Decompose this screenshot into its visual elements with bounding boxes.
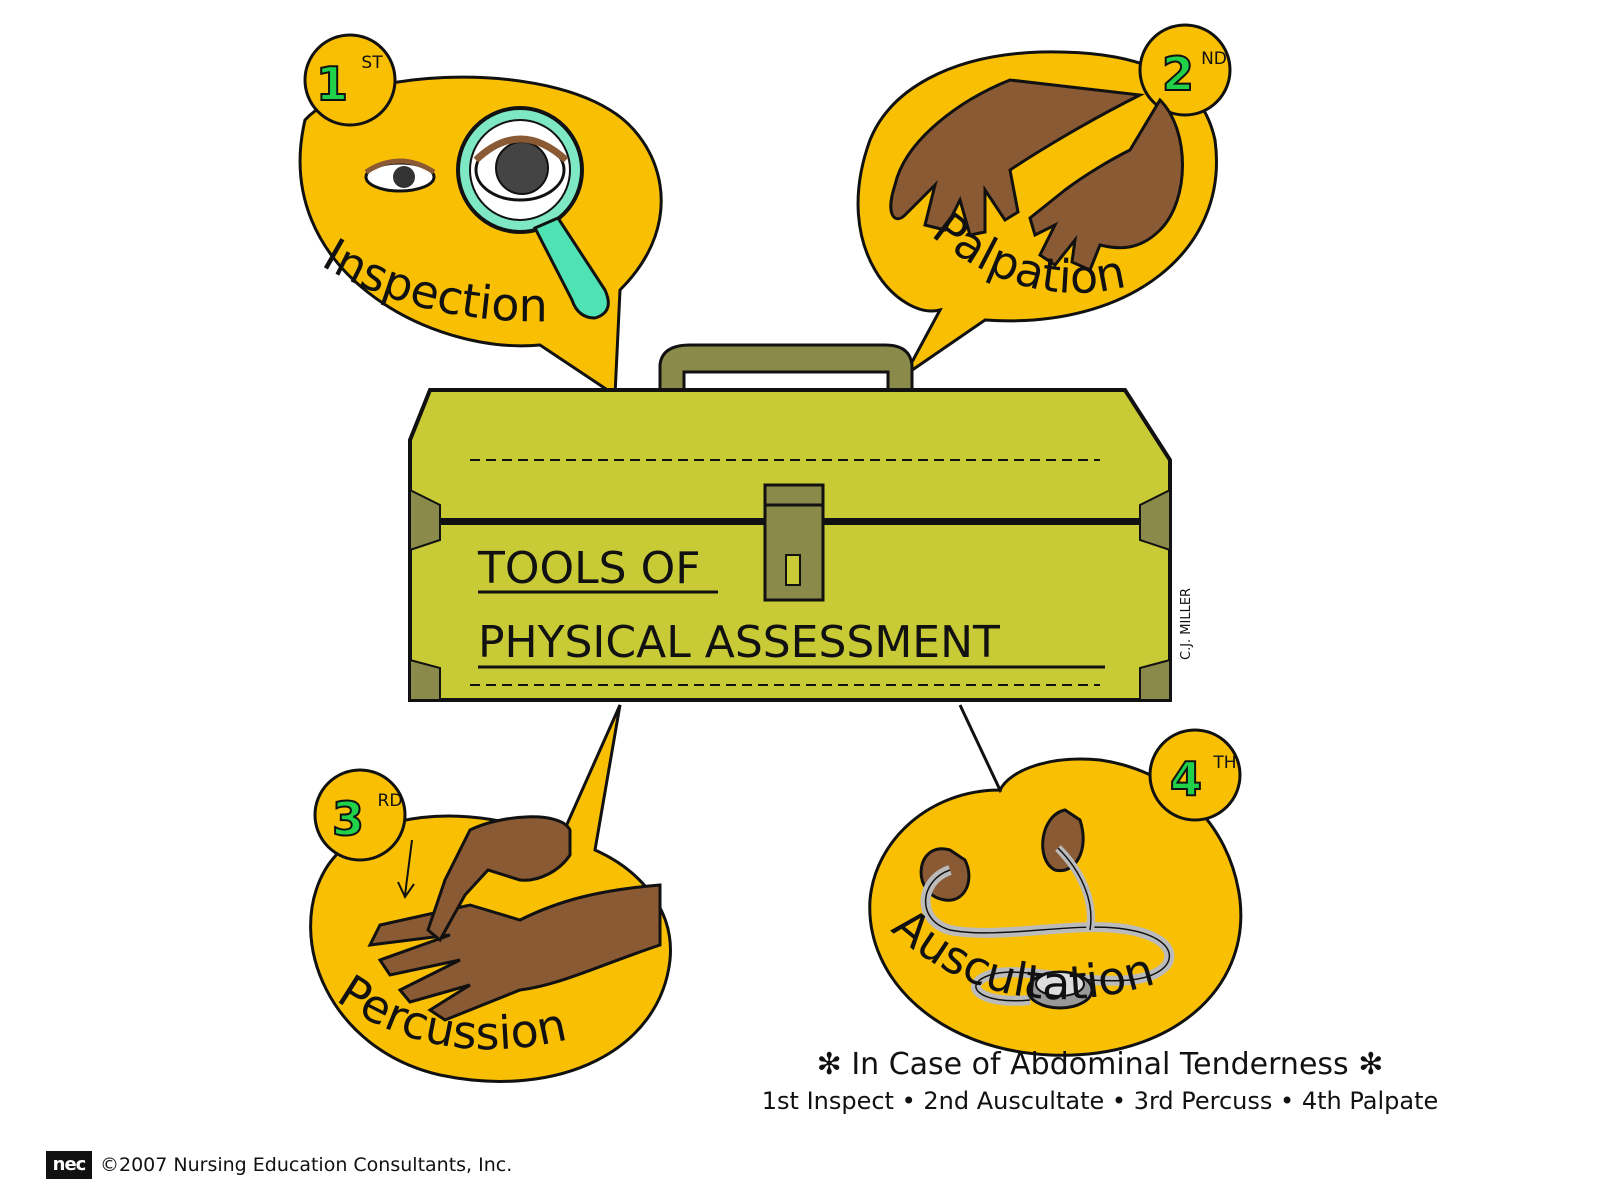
bubble-percussion: 3 RD Percussion xyxy=(309,704,672,1083)
bubble-inspection: 1 ST Inspection xyxy=(298,33,663,398)
bullet-icon: • xyxy=(1111,1087,1134,1115)
ordinal-number-2: 2 xyxy=(1162,47,1194,101)
toolbox: TOOLS OF PHYSICAL ASSESSMENT C.J. MILLER xyxy=(408,343,1194,702)
asterisk-icon: ✻ xyxy=(816,1047,842,1082)
note-step-4: 4th Palpate xyxy=(1301,1087,1439,1115)
note-step-1: 1st Inspect xyxy=(761,1087,894,1115)
note-step-3: 3rd Percuss xyxy=(1133,1087,1273,1115)
bubble-auscultation-shape xyxy=(868,704,1243,1057)
ordinal-number-3: 3 xyxy=(332,792,364,846)
magnifier-eye-icon xyxy=(364,106,610,320)
ordinal-suffix-2: ND xyxy=(1201,49,1227,69)
copyright-text: ©2007 Nursing Education Consultants, Inc… xyxy=(100,1154,513,1176)
note-steps: 1st Inspect • 2nd Auscultate • 3rd Percu… xyxy=(700,1087,1500,1115)
ordinal-badge-2 xyxy=(1138,23,1232,117)
bullet-icon: • xyxy=(1280,1087,1302,1115)
stethoscope-icon xyxy=(919,808,1175,1010)
ordinal-badge-3 xyxy=(313,768,407,862)
note-step-2: 2nd Auscultate xyxy=(923,1087,1105,1115)
toolbox-title-line1: TOOLS OF xyxy=(477,543,701,594)
ordinal-badge-1 xyxy=(303,33,397,127)
ordinal-number-4: 4 xyxy=(1170,752,1202,806)
ordinal-suffix-4: TH xyxy=(1212,753,1236,773)
asterisk-icon: ✻ xyxy=(1358,1047,1384,1082)
ordinal-number-1: 1 xyxy=(316,57,348,111)
footer: nec ©2007 Nursing Education Consultants,… xyxy=(46,1150,512,1180)
note-title-text: In Case of Abdominal Tenderness xyxy=(851,1047,1349,1082)
bubble-auscultation: 4 TH Auscultation xyxy=(868,704,1243,1057)
ordinal-suffix-3: RD xyxy=(378,791,403,811)
nec-logo: nec xyxy=(46,1151,92,1179)
bubble-palpation: 2 ND Palpation xyxy=(856,23,1232,377)
artist-signature: C.J. MILLER xyxy=(1179,588,1194,660)
ordinal-suffix-1: ST xyxy=(361,53,383,73)
toolbox-title-line2: PHYSICAL ASSESSMENT xyxy=(478,617,1000,668)
palpating-hands-icon xyxy=(889,78,1184,273)
note-title: ✻ In Case of Abdominal Tenderness ✻ xyxy=(700,1047,1500,1082)
ordinal-badge-4 xyxy=(1148,728,1242,822)
percussing-hands-icon xyxy=(367,815,662,1022)
latch-icon xyxy=(763,483,825,602)
bullet-icon: • xyxy=(901,1087,924,1115)
